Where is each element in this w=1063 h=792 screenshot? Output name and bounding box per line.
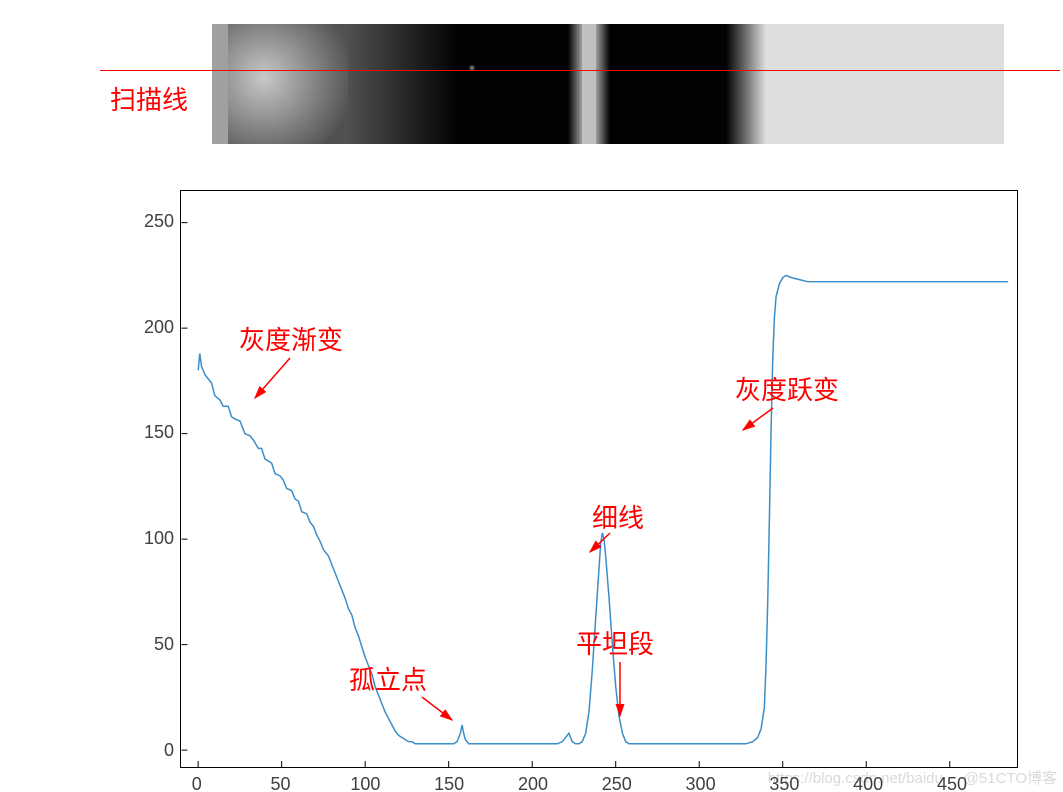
intensity-chart <box>180 190 1018 768</box>
y-tick-label: 200 <box>136 317 174 338</box>
y-tick-label: 100 <box>136 528 174 549</box>
x-tick-label: 200 <box>518 774 546 792</box>
x-tick-label: 400 <box>853 774 881 792</box>
x-tick-label: 0 <box>183 774 211 792</box>
y-tick-label: 0 <box>136 740 174 761</box>
x-tick-label: 450 <box>937 774 965 792</box>
y-tick-label: 250 <box>136 211 174 232</box>
scan-line-label: 扫描线 <box>110 80 188 117</box>
x-tick-label: 150 <box>434 774 462 792</box>
chart-svg <box>181 191 1017 767</box>
x-tick-label: 250 <box>602 774 630 792</box>
page-root: { "image_band": { "left_px": 212, "top_p… <box>0 0 1063 792</box>
image-band <box>212 24 1004 144</box>
x-tick-label: 100 <box>350 774 378 792</box>
x-tick-label: 50 <box>267 774 295 792</box>
watermark-right: @51CTO博客 <box>964 770 1057 787</box>
x-tick-label: 300 <box>686 774 714 792</box>
y-tick-label: 50 <box>136 634 174 655</box>
x-tick-label: 350 <box>769 774 797 792</box>
y-tick-label: 150 <box>136 422 174 443</box>
watermark: https://blog.csdn.net/baidu @51CTO博客 <box>768 767 1057 788</box>
intensity-line <box>198 275 1008 743</box>
